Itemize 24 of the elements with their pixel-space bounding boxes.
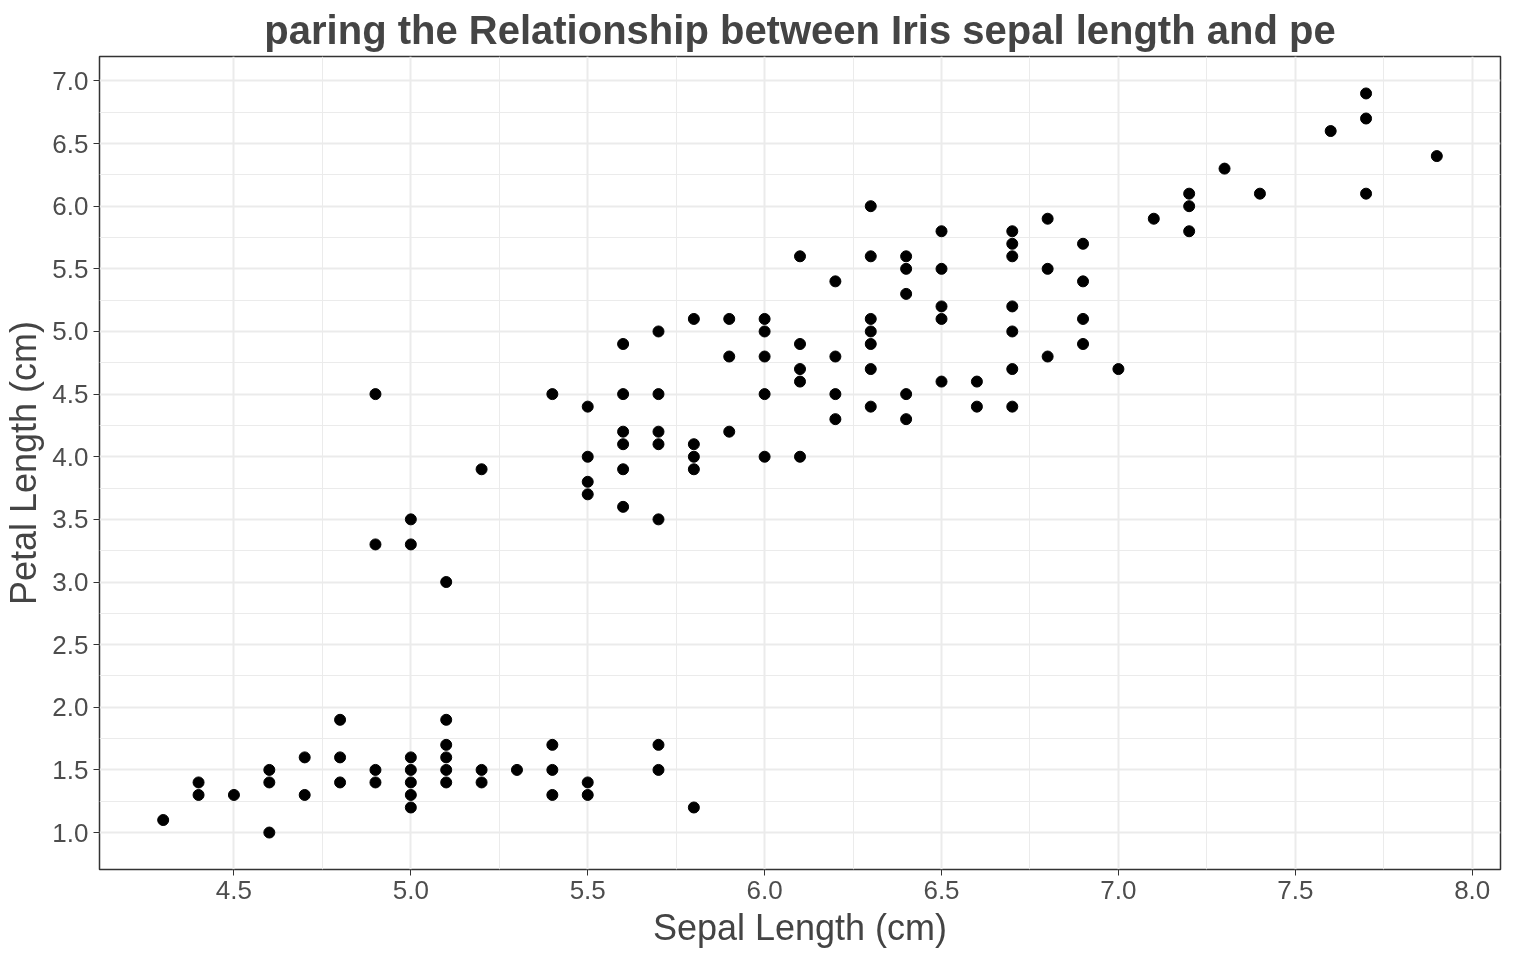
y-tick-label: 2.0 [52, 692, 89, 723]
x-tick-label: 7.5 [1277, 874, 1314, 905]
y-tick-label: 5.5 [52, 253, 89, 284]
y-tick-label: 1.0 [52, 817, 89, 848]
x-tick-label: 5.5 [569, 874, 606, 905]
x-tick-label: 7.0 [1100, 874, 1137, 905]
y-tick-label: 6.0 [52, 191, 89, 222]
y-axis-title: Petal Length (cm) [3, 320, 45, 606]
y-tick-label: 4.0 [52, 441, 89, 472]
x-tick-label: 6.5 [923, 874, 960, 905]
y-tick-label: 1.5 [52, 754, 89, 785]
y-tick-label: 6.5 [52, 128, 89, 159]
x-tick-label: 6.0 [746, 874, 783, 905]
y-tick-label: 7.0 [52, 65, 89, 96]
chart-title: paring the Relationship between Iris sepal length and pe [264, 7, 1336, 52]
x-tick-label: 4.5 [215, 874, 253, 905]
y-tick-label: 5.0 [52, 316, 89, 347]
y-tick-label: 3.0 [52, 567, 89, 598]
x-tick-label: 8.0 [1454, 874, 1491, 905]
y-tick-label: 4.5 [52, 379, 89, 410]
y-tick-label: 3.5 [52, 504, 89, 535]
y-tick-label: 2.5 [52, 629, 89, 660]
x-tick-label: 5.0 [392, 874, 429, 905]
x-axis-title: Sepal Length (cm) [652, 906, 948, 948]
